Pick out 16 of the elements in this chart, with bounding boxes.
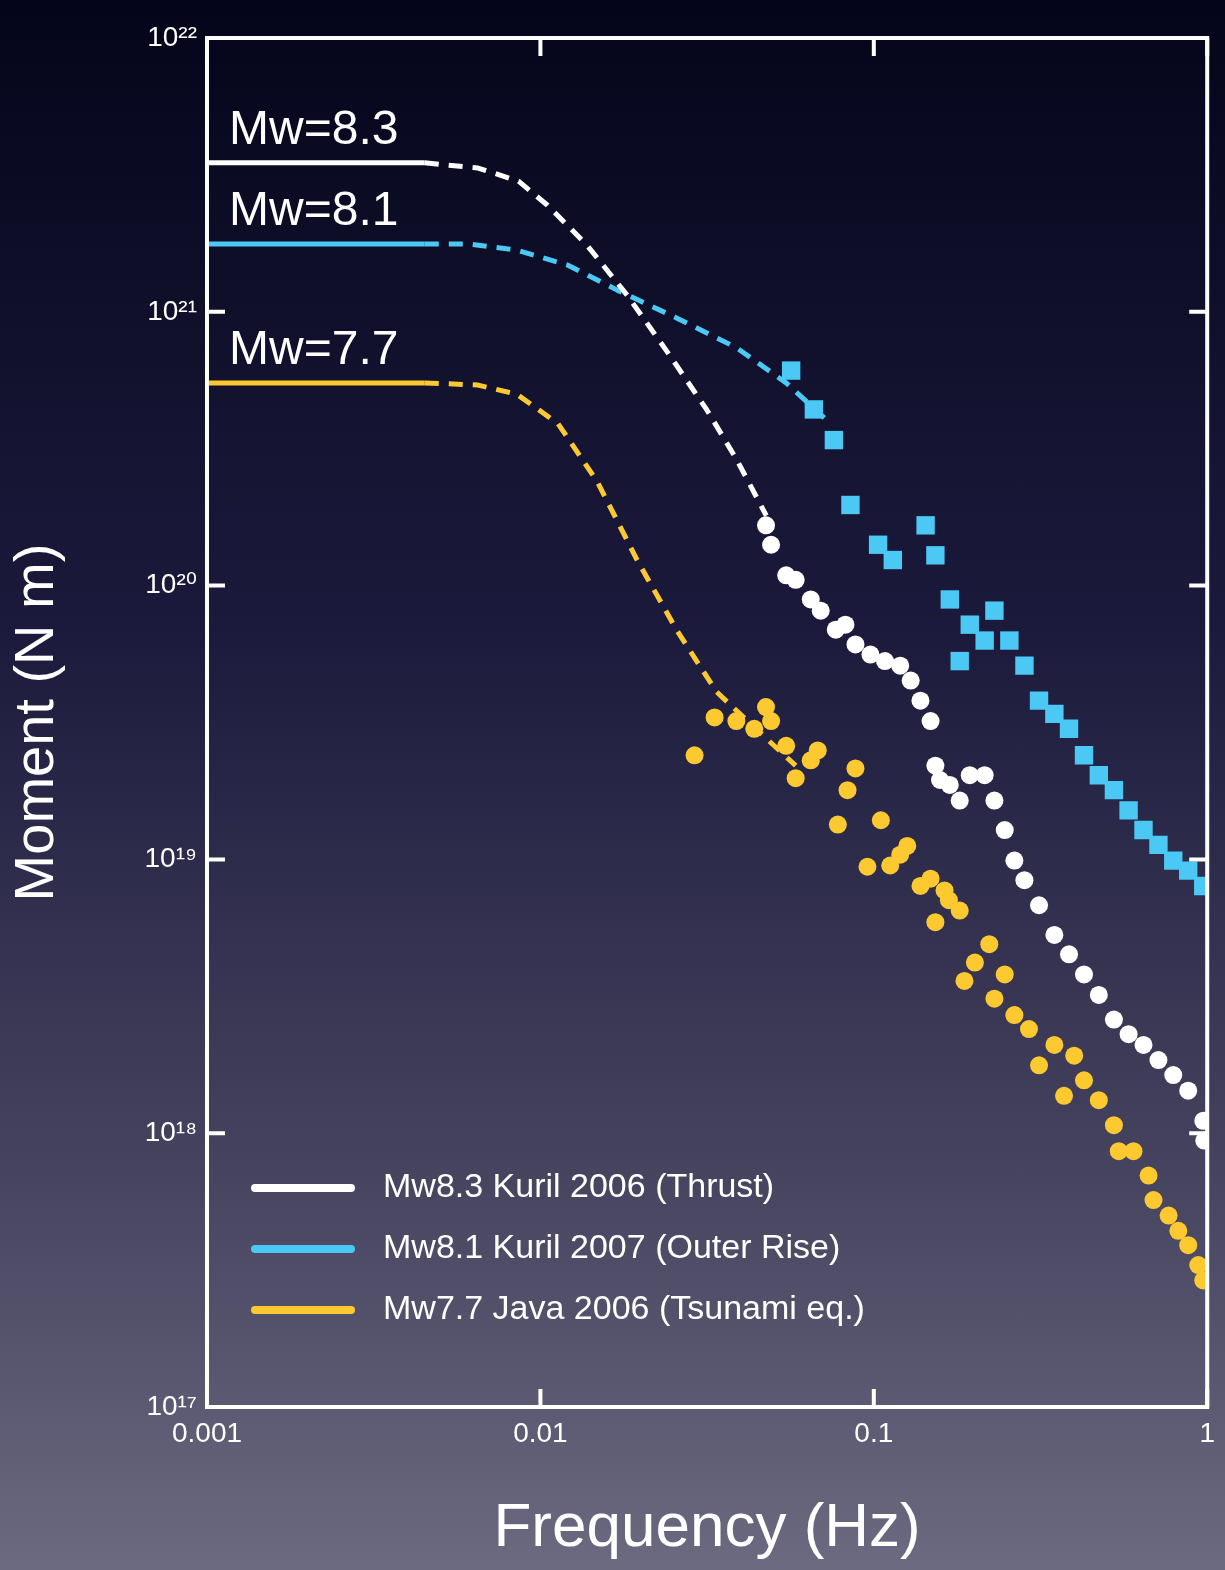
x-axis-title: Frequency (Hz) <box>493 1489 921 1559</box>
annotation: Mw=7.7 <box>229 321 399 375</box>
y-tick-label: 10¹⁸ <box>144 1115 197 1147</box>
x-tick-label: 0.1 <box>854 1416 894 1448</box>
y-tick-label: 10²² <box>147 20 197 52</box>
legend-label: Mw7.7 Java 2006 (Tsunami eq.) <box>383 1288 865 1327</box>
y-tick-label: 10¹⁹ <box>144 842 197 874</box>
legend-label: Mw8.1 Kuril 2007 (Outer Rise) <box>383 1227 841 1266</box>
y-tick-label: 10²⁰ <box>145 568 197 600</box>
y-tick-label: 10²¹ <box>147 294 197 326</box>
annotation: Mw=8.1 <box>229 182 399 236</box>
legend-label: Mw8.3 Kuril 2006 (Thrust) <box>383 1166 775 1205</box>
annotation: Mw=8.3 <box>229 101 399 155</box>
x-tick-label: 0.01 <box>513 1416 568 1448</box>
y-axis-title: Moment (N m) <box>2 543 66 902</box>
x-tick-label: 1 <box>1199 1416 1215 1448</box>
